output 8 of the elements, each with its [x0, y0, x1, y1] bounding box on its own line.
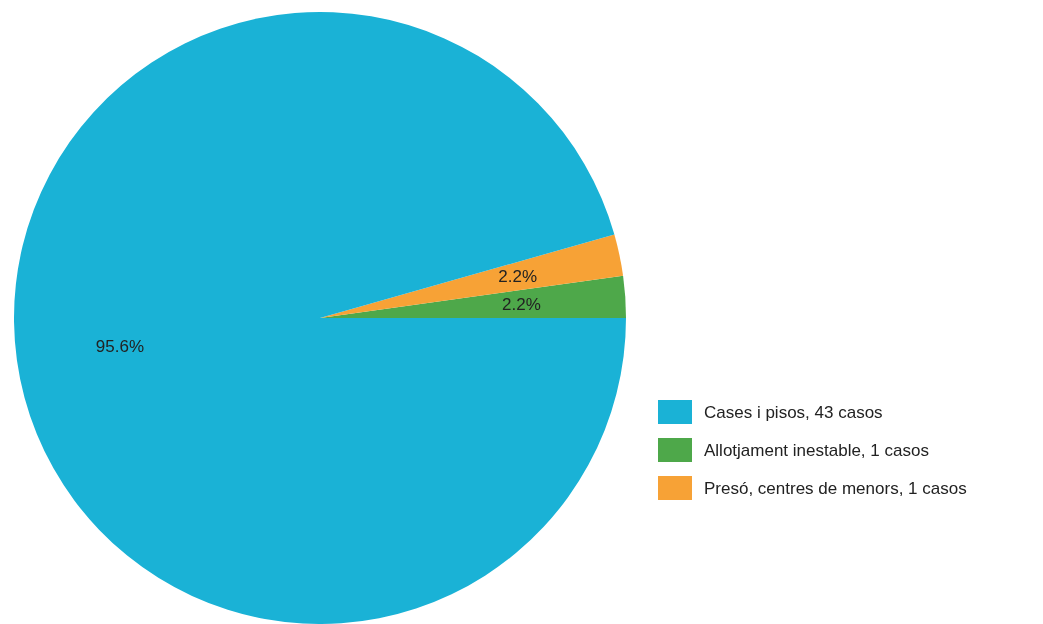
- data-label: 95.6%: [95, 336, 145, 356]
- legend-label: Allotjament inestable, 1 casos: [704, 440, 929, 460]
- pie-slice: [14, 12, 626, 624]
- legend-label: Presó, centres de menors, 1 casos: [704, 478, 967, 498]
- data-label: 2.2%: [498, 267, 538, 287]
- pie-slice: [320, 234, 624, 318]
- legend-label: Cases i pisos, 43 casos: [704, 402, 883, 422]
- data-label: 2.2%: [502, 295, 541, 314]
